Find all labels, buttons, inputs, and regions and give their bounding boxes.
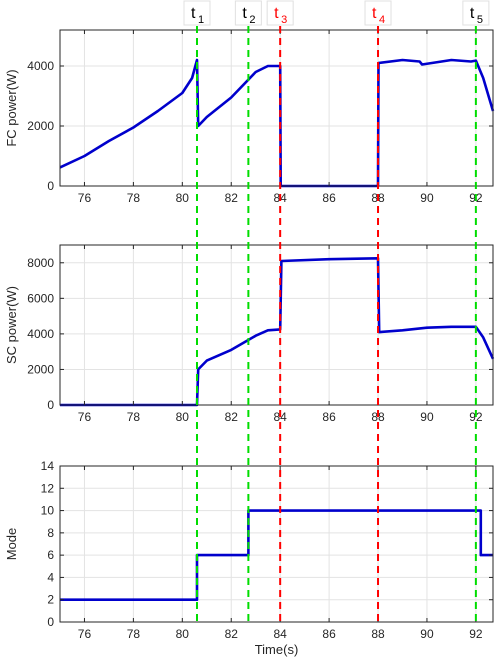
marker-label-box (364, 0, 392, 26)
marker-label-box (234, 0, 262, 26)
y-tick-label: 4 (47, 570, 54, 584)
plot-area (60, 30, 493, 186)
x-tick-label: 90 (420, 410, 434, 424)
x-tick-label: 86 (322, 410, 336, 424)
x-tick-label: 82 (225, 191, 239, 205)
marker-label: t (191, 5, 196, 22)
y-tick-label: 4000 (27, 327, 54, 341)
y-tick-label: 2000 (27, 362, 54, 376)
y-tick-label: 8000 (27, 256, 54, 270)
x-tick-label: 80 (176, 627, 190, 641)
marker-label: t (470, 5, 475, 22)
marker-label-box (462, 0, 490, 26)
marker-label: t (242, 5, 247, 22)
marker-label-subscript: 2 (249, 14, 255, 26)
plot-area (60, 466, 493, 622)
x-axis-label: Time(s) (255, 642, 299, 657)
marker-label-subscript: 1 (198, 14, 204, 26)
axes-frame (59, 244, 494, 406)
x-tick-label: 86 (322, 191, 336, 205)
x-tick-label: 78 (127, 410, 141, 424)
marker-label-subscript: 5 (477, 14, 483, 26)
panels: 767880828486889092020004000FC power(W)76… (4, 29, 495, 657)
x-tick-label: 80 (176, 410, 190, 424)
y-tick-label: 2 (47, 593, 54, 607)
y-tick-label: 8 (47, 526, 54, 540)
marker-label-subscript: 3 (281, 14, 287, 26)
y-tick-label: 0 (47, 179, 54, 193)
x-tick-label: 88 (371, 627, 385, 641)
y-axis-label: Mode (4, 528, 19, 561)
marker-label: t (372, 5, 377, 22)
y-tick-label: 12 (41, 481, 55, 495)
x-tick-label: 86 (322, 627, 336, 641)
y-tick-label: 6000 (27, 291, 54, 305)
y-axis-label: SC power(W) (4, 286, 19, 364)
series-line (59, 58, 495, 188)
sc-power-panel: 76788082848688909202000400060008000SC po… (4, 244, 495, 424)
mode-panel: 76 78 80 82 84 86 88 90 92 0 2 4 6 8 10 12 14 Mode Time(s) (4, 459, 494, 657)
x-tick-label: 76 (78, 191, 92, 205)
y-tick-label: 14 (41, 459, 55, 473)
marker-label: t (274, 5, 279, 22)
y-tick-label: 6 (47, 548, 54, 562)
y-tick-label: 0 (47, 615, 54, 629)
x-tick-label: 92 (469, 627, 483, 641)
plot-area (60, 245, 493, 405)
y-tick-label: 0 (47, 398, 54, 412)
x-tick-label: 82 (225, 627, 239, 641)
x-tick-label: 76 (78, 627, 92, 641)
x-tick-label: 78 (127, 627, 141, 641)
fc-power-panel: 767880828486889092020004000FC power(W) (4, 29, 495, 205)
series-line (60, 256, 495, 407)
y-tick-label: 4000 (27, 59, 54, 73)
marker-label-box (183, 0, 211, 26)
x-tick-label: 90 (420, 191, 434, 205)
y-tick-label: 2000 (27, 119, 54, 133)
x-tick-label: 78 (127, 191, 141, 205)
x-tick-label: 82 (225, 410, 239, 424)
x-tick-label: 76 (78, 410, 92, 424)
x-tick-label: 84 (273, 627, 287, 641)
axes-frame (59, 29, 494, 187)
x-tick-label: 90 (420, 627, 434, 641)
marker-label-subscript: 4 (379, 14, 385, 26)
y-axis-label: FC power(W) (4, 69, 19, 146)
axes-frame (59, 465, 494, 623)
marker-label-box (266, 0, 294, 26)
x-tick-label: 80 (176, 191, 190, 205)
y-tick-label: 10 (41, 504, 55, 518)
